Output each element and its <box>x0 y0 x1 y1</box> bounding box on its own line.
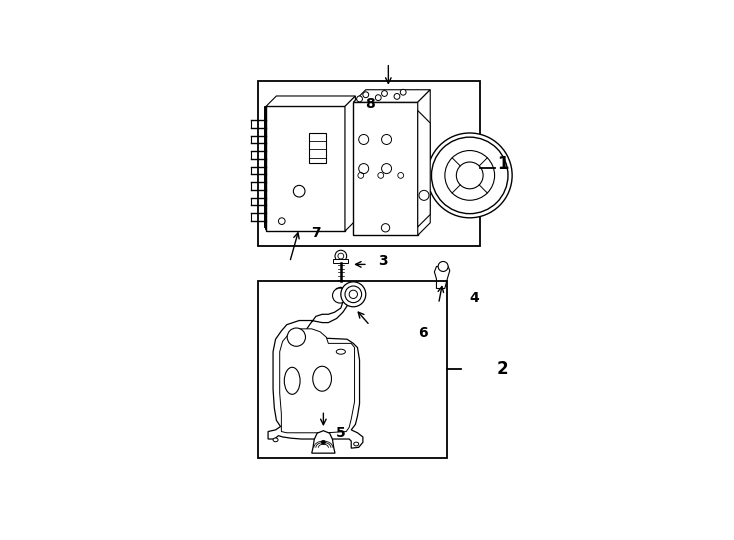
Circle shape <box>345 286 362 302</box>
Circle shape <box>341 282 366 307</box>
Bar <box>333 259 349 263</box>
Bar <box>310 133 326 163</box>
Text: 4: 4 <box>469 291 479 305</box>
Text: 3: 3 <box>378 254 388 268</box>
Polygon shape <box>435 266 450 288</box>
Circle shape <box>445 151 495 200</box>
Bar <box>258 281 447 458</box>
Polygon shape <box>353 90 430 102</box>
Circle shape <box>357 96 363 102</box>
Circle shape <box>375 94 381 100</box>
Circle shape <box>438 261 448 272</box>
Polygon shape <box>345 96 355 231</box>
Polygon shape <box>312 431 335 453</box>
Circle shape <box>294 185 305 197</box>
Text: 6: 6 <box>418 326 427 340</box>
Ellipse shape <box>273 438 278 442</box>
Circle shape <box>427 133 512 218</box>
Ellipse shape <box>284 367 300 394</box>
Polygon shape <box>418 90 430 235</box>
Circle shape <box>400 89 406 95</box>
Circle shape <box>333 288 347 303</box>
Circle shape <box>382 164 391 173</box>
Circle shape <box>363 92 368 98</box>
Circle shape <box>287 328 305 346</box>
Polygon shape <box>268 287 363 448</box>
Circle shape <box>382 91 388 97</box>
Circle shape <box>335 250 346 262</box>
Circle shape <box>457 162 483 189</box>
Text: 2: 2 <box>497 360 509 378</box>
Text: 8: 8 <box>365 97 375 111</box>
Text: 1: 1 <box>497 155 508 173</box>
Polygon shape <box>280 329 355 433</box>
Circle shape <box>359 164 368 173</box>
Circle shape <box>419 191 429 200</box>
Polygon shape <box>418 111 430 227</box>
Circle shape <box>349 290 357 299</box>
Circle shape <box>359 134 368 145</box>
Polygon shape <box>266 96 355 106</box>
Circle shape <box>382 224 390 232</box>
Text: 5: 5 <box>336 426 346 440</box>
Bar <box>353 102 418 235</box>
Ellipse shape <box>336 349 346 354</box>
Circle shape <box>432 137 508 214</box>
Text: 7: 7 <box>311 226 321 240</box>
Circle shape <box>321 440 325 444</box>
FancyBboxPatch shape <box>266 106 345 231</box>
Ellipse shape <box>354 442 359 446</box>
Circle shape <box>382 134 391 145</box>
Bar <box>258 82 480 246</box>
Circle shape <box>394 93 400 99</box>
Ellipse shape <box>313 366 332 391</box>
